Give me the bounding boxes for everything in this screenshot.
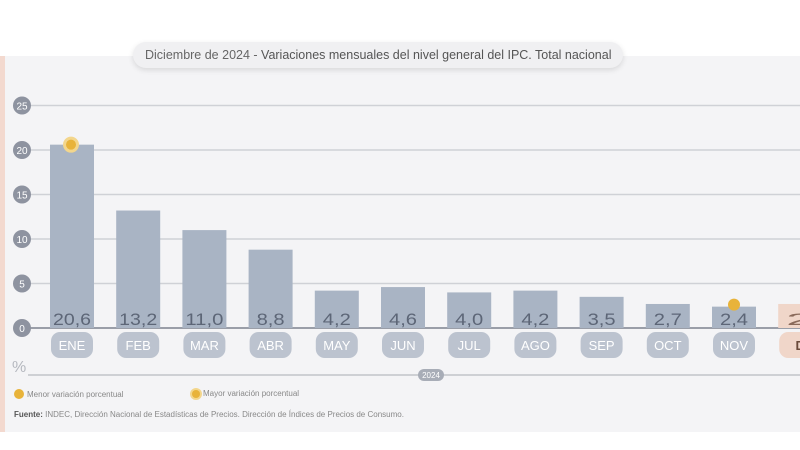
y-tick-label: 15 xyxy=(16,191,28,202)
month-label: SEP xyxy=(589,338,615,353)
bar-oct xyxy=(645,303,690,328)
value-label: 13,2 xyxy=(119,310,157,329)
month-pill xyxy=(51,332,93,358)
y-tick-bubble xyxy=(13,141,31,159)
y-tick-label: 0 xyxy=(19,324,25,335)
bar-mar xyxy=(182,230,227,328)
month-pill xyxy=(315,332,358,358)
month-pill xyxy=(448,332,491,358)
month-label: MAR xyxy=(190,338,219,353)
month-pill xyxy=(713,332,755,358)
value-label: 8,8 xyxy=(257,310,285,329)
y-axis-label: % xyxy=(12,359,26,376)
month-label: OCT xyxy=(654,338,682,353)
y-tick-bubble xyxy=(13,319,31,337)
bar-abr xyxy=(248,249,293,328)
bar-jul xyxy=(447,292,492,328)
title-separator: - xyxy=(249,48,262,62)
month-pill xyxy=(382,332,424,358)
value-label: 20,6 xyxy=(53,310,91,329)
y-tick-bubble xyxy=(13,185,31,204)
month-pill xyxy=(183,332,226,358)
legend-min: Menor variación porcentual xyxy=(14,389,124,399)
bar-ene xyxy=(50,144,94,328)
value-label: 2,4 xyxy=(720,310,748,329)
source-text: INDEC, Dirección Nacional de Estadística… xyxy=(42,410,404,419)
max-marker-icon xyxy=(192,389,200,398)
value-label: 4,2 xyxy=(521,310,549,329)
legend-max-label: Mayor variación porcentual xyxy=(203,389,300,398)
month-label: NOV xyxy=(720,338,749,353)
value-label: 4,2 xyxy=(323,310,351,329)
legend-max: Mayor variación porcentual xyxy=(192,389,299,398)
chart-title: Diciembre de 2024 - Variaciones mensuale… xyxy=(133,42,624,68)
title-text: Variaciones mensuales del nivel general … xyxy=(261,48,612,62)
month-label: FEB xyxy=(126,338,151,353)
min-marker xyxy=(728,298,740,311)
bar-feb xyxy=(116,210,161,328)
y-tick-label: 5 xyxy=(19,280,25,291)
month-pill xyxy=(249,332,292,358)
legend-min-label: Menor variación porcentual xyxy=(27,389,124,399)
y-tick-label: 10 xyxy=(16,235,28,246)
value-label: 2,7 xyxy=(654,310,682,329)
bar-may xyxy=(314,290,359,328)
value-label: 4,6 xyxy=(389,310,417,329)
year-pill xyxy=(418,369,444,381)
month-label: JUN xyxy=(390,338,415,353)
month-pill xyxy=(580,332,623,358)
bar-jun xyxy=(381,287,425,328)
month-label: MAY xyxy=(323,338,351,353)
bar-sep xyxy=(579,296,624,328)
min-marker-icon xyxy=(14,389,24,399)
bar-ago xyxy=(513,290,558,328)
value-label: 4,0 xyxy=(455,310,483,329)
y-tick-bubble xyxy=(13,96,31,115)
month-label: ENE xyxy=(59,338,86,353)
bar-d xyxy=(778,303,800,328)
source-note: Fuente: INDEC, Dirección Nacional de Est… xyxy=(14,410,404,419)
month-pill xyxy=(514,332,557,358)
x-axis-label: 2024 xyxy=(422,371,440,380)
y-tick-label: 25 xyxy=(16,102,28,113)
month-pill xyxy=(117,332,160,358)
source-label: Fuente: xyxy=(14,410,43,419)
month-label: D xyxy=(796,338,800,353)
bar-nov xyxy=(712,306,756,328)
y-tick-bubble xyxy=(13,230,31,248)
month-label: ABR xyxy=(257,338,284,353)
month-label: AGO xyxy=(521,338,550,353)
value-label: 3,5 xyxy=(588,310,616,329)
title-date: Diciembre de 2024 xyxy=(145,48,250,62)
value-label: 2 xyxy=(786,310,800,329)
max-marker xyxy=(66,139,76,150)
month-pill xyxy=(646,332,689,358)
month-pill xyxy=(779,332,800,358)
y-tick-label: 20 xyxy=(16,146,28,157)
value-label: 11,0 xyxy=(185,310,223,329)
y-tick-bubble xyxy=(13,274,31,293)
month-label: JUL xyxy=(458,338,481,353)
